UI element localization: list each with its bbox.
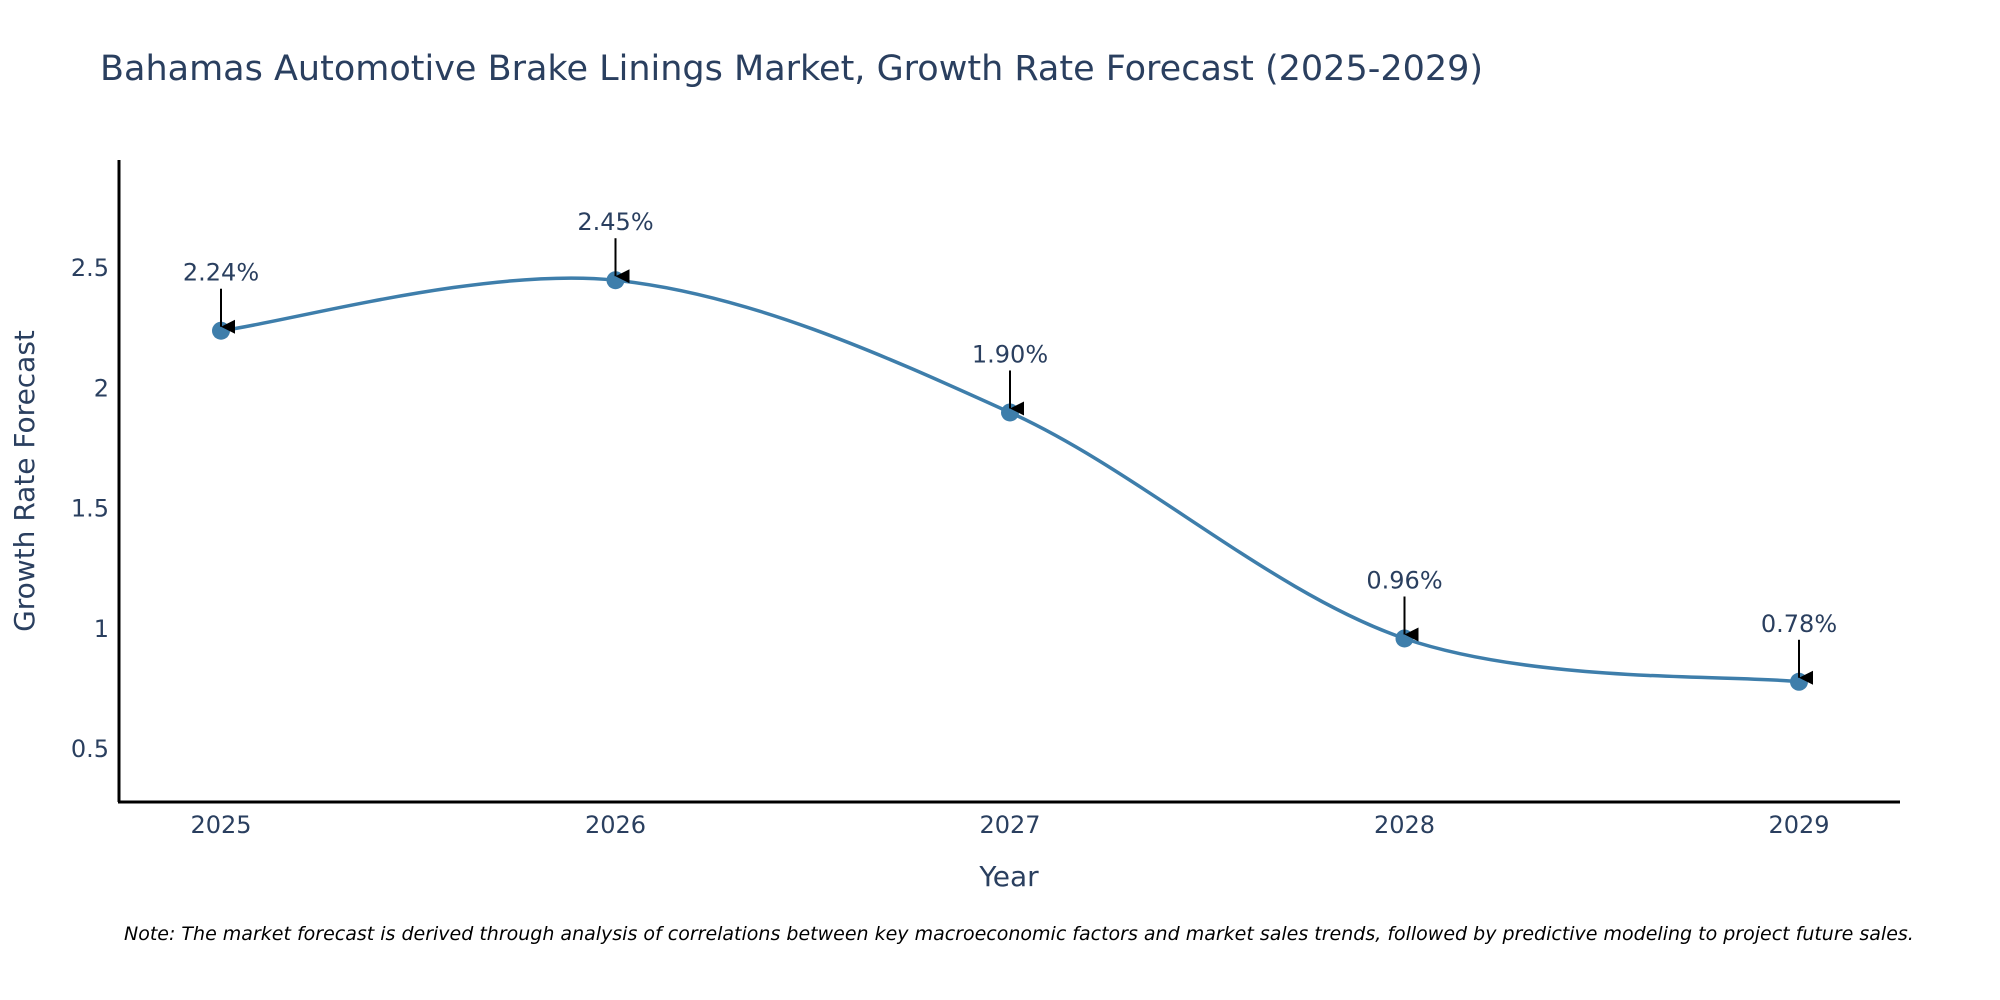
plot-area: 2.24% 2.45% 1.90% 0.96% 0.78% bbox=[183, 208, 1837, 691]
y-tick-label: 1 bbox=[94, 615, 109, 643]
data-label: 0.78% bbox=[1761, 610, 1837, 638]
data-label: 0.96% bbox=[1366, 566, 1442, 594]
x-tick-label: 2029 bbox=[1768, 811, 1829, 839]
x-axis-ticks: 2025 2026 2027 2028 2029 bbox=[190, 811, 1829, 839]
y-axis-ticks: 0.5 1 1.5 2 2.5 bbox=[71, 254, 109, 763]
y-tick-label: 2 bbox=[94, 374, 109, 402]
chart-title: Bahamas Automotive Brake Linings Market,… bbox=[100, 49, 1483, 89]
data-label: 2.45% bbox=[577, 208, 653, 236]
y-tick-label: 0.5 bbox=[71, 735, 109, 763]
y-tick-label: 1.5 bbox=[71, 495, 109, 523]
data-label: 2.24% bbox=[183, 259, 259, 287]
x-axis-title: Year bbox=[978, 860, 1039, 893]
y-axis-title: Growth Rate Forecast bbox=[8, 330, 41, 632]
y-tick-label: 2.5 bbox=[71, 254, 109, 282]
data-label: 1.90% bbox=[972, 340, 1048, 368]
footnote: Note: The market forecast is derived thr… bbox=[124, 923, 1914, 945]
series-line bbox=[220, 276, 1800, 684]
x-tick-label: 2028 bbox=[1374, 811, 1435, 839]
x-tick-label: 2025 bbox=[190, 811, 251, 839]
x-tick-label: 2027 bbox=[979, 811, 1040, 839]
x-tick-label: 2026 bbox=[585, 811, 646, 839]
